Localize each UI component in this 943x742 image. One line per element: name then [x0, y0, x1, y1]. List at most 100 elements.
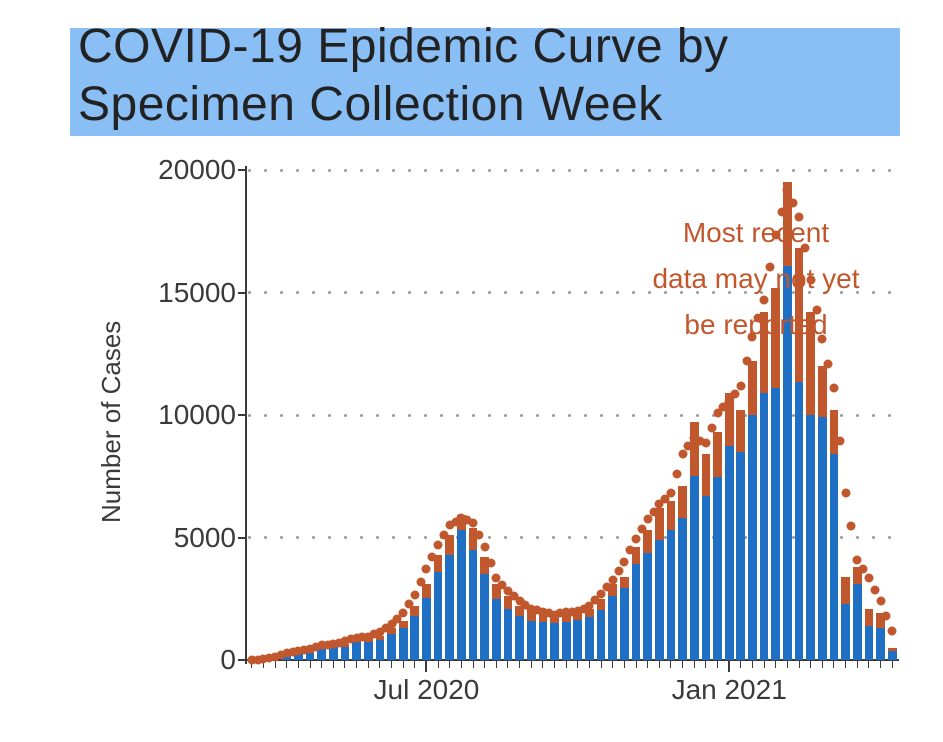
- y-tick-label: 20000: [116, 154, 236, 186]
- grid-dot: [248, 414, 251, 417]
- bar-confirmed: [818, 417, 827, 660]
- grid-dot: [520, 536, 523, 539]
- grid-dot: [760, 169, 763, 172]
- y-tick-label: 15000: [116, 277, 236, 309]
- trend-dot: [835, 436, 844, 445]
- bar-confirmed: [713, 477, 722, 660]
- grid-dot: [568, 536, 571, 539]
- bar-confirmed: [387, 634, 396, 660]
- grid-dot: [488, 291, 491, 294]
- trend-dot: [859, 564, 868, 573]
- x-tick-mark: [636, 660, 637, 668]
- bar-confirmed: [445, 555, 454, 660]
- trend-dot: [666, 489, 675, 498]
- grid-dot: [328, 536, 331, 539]
- x-tick-mark: [833, 660, 834, 668]
- trend-dot: [870, 585, 879, 594]
- bar-confirmed: [399, 628, 408, 660]
- grid-dot: [504, 414, 507, 417]
- grid-dot: [680, 414, 683, 417]
- x-tick-mark: [799, 660, 800, 668]
- trend-dot: [643, 515, 652, 524]
- x-tick-mark: [321, 660, 322, 668]
- y-tick-mark: [238, 169, 246, 171]
- grid-dot: [488, 536, 491, 539]
- x-tick-mark: [705, 660, 706, 668]
- bar-confirmed: [795, 382, 804, 660]
- grid-dot: [712, 169, 715, 172]
- grid-dot: [840, 169, 843, 172]
- x-tick-mark: [892, 660, 893, 668]
- grid-dot: [840, 414, 843, 417]
- trend-dot: [399, 609, 408, 618]
- grid-dot: [392, 291, 395, 294]
- x-tick-mark: [868, 660, 869, 668]
- x-tick-mark: [379, 660, 380, 668]
- grid-dot: [392, 536, 395, 539]
- grid-dot: [424, 536, 427, 539]
- bar-confirmed: [736, 452, 745, 660]
- bar-confirmed: [341, 647, 350, 660]
- bar-confirmed: [515, 616, 524, 660]
- trend-dot: [789, 199, 798, 208]
- grid-dot: [376, 414, 379, 417]
- grid-dot: [536, 169, 539, 172]
- bar-confirmed: [422, 598, 431, 660]
- y-tick-mark: [238, 414, 246, 416]
- grid-dot: [264, 536, 267, 539]
- x-tick-mark: [845, 660, 846, 668]
- bar-confirmed: [667, 530, 676, 660]
- x-tick-mark: [310, 660, 311, 668]
- trend-dot: [410, 591, 419, 600]
- grid-dot: [616, 414, 619, 417]
- grid-dot: [536, 536, 539, 539]
- grid-dot: [552, 291, 555, 294]
- x-tick-mark: [275, 660, 276, 668]
- grid-dot: [504, 291, 507, 294]
- grid-dot: [888, 536, 891, 539]
- grid-dot: [696, 169, 699, 172]
- trend-dot: [620, 558, 629, 567]
- grid-dot: [248, 291, 251, 294]
- trend-dot: [847, 522, 856, 531]
- x-tick-mark: [449, 660, 450, 668]
- trend-dot: [416, 578, 425, 587]
- bar-confirmed: [702, 496, 711, 660]
- bar-confirmed: [469, 550, 478, 660]
- grid-dot: [488, 414, 491, 417]
- grid-dot: [376, 291, 379, 294]
- grid-dot: [664, 414, 667, 417]
- x-tick-mark: [787, 660, 788, 668]
- trend-dot: [853, 555, 862, 564]
- grid-dot: [296, 169, 299, 172]
- trend-dot: [405, 600, 414, 609]
- trend-dot: [742, 357, 751, 366]
- bar-confirmed: [806, 415, 815, 660]
- grid-dot: [296, 414, 299, 417]
- grid-dot: [376, 169, 379, 172]
- trend-dot: [439, 531, 448, 540]
- trend-dot: [614, 567, 623, 576]
- grid-dot: [872, 414, 875, 417]
- bar-confirmed: [597, 610, 606, 660]
- x-major-tick: [728, 660, 730, 672]
- x-tick-mark: [752, 660, 753, 668]
- trend-dot: [649, 507, 658, 516]
- x-tick-mark: [601, 660, 602, 668]
- x-major-tick: [425, 660, 427, 672]
- bar-confirmed: [585, 617, 594, 660]
- grid-dot: [856, 536, 859, 539]
- grid-dot: [360, 536, 363, 539]
- trend-dot: [882, 611, 891, 620]
- bar-confirmed: [352, 642, 361, 660]
- grid-dot: [296, 291, 299, 294]
- bar-confirmed: [876, 628, 885, 660]
- grid-dot: [552, 414, 555, 417]
- y-tick-label: 10000: [116, 399, 236, 431]
- chart-title: COVID-19 Epidemic Curve by Specimen Coll…: [78, 18, 898, 134]
- grid-dot: [408, 169, 411, 172]
- grid-dot: [568, 291, 571, 294]
- y-axis-title: Number of Cases: [96, 320, 127, 522]
- bar-confirmed: [725, 446, 734, 660]
- grid-dot: [600, 414, 603, 417]
